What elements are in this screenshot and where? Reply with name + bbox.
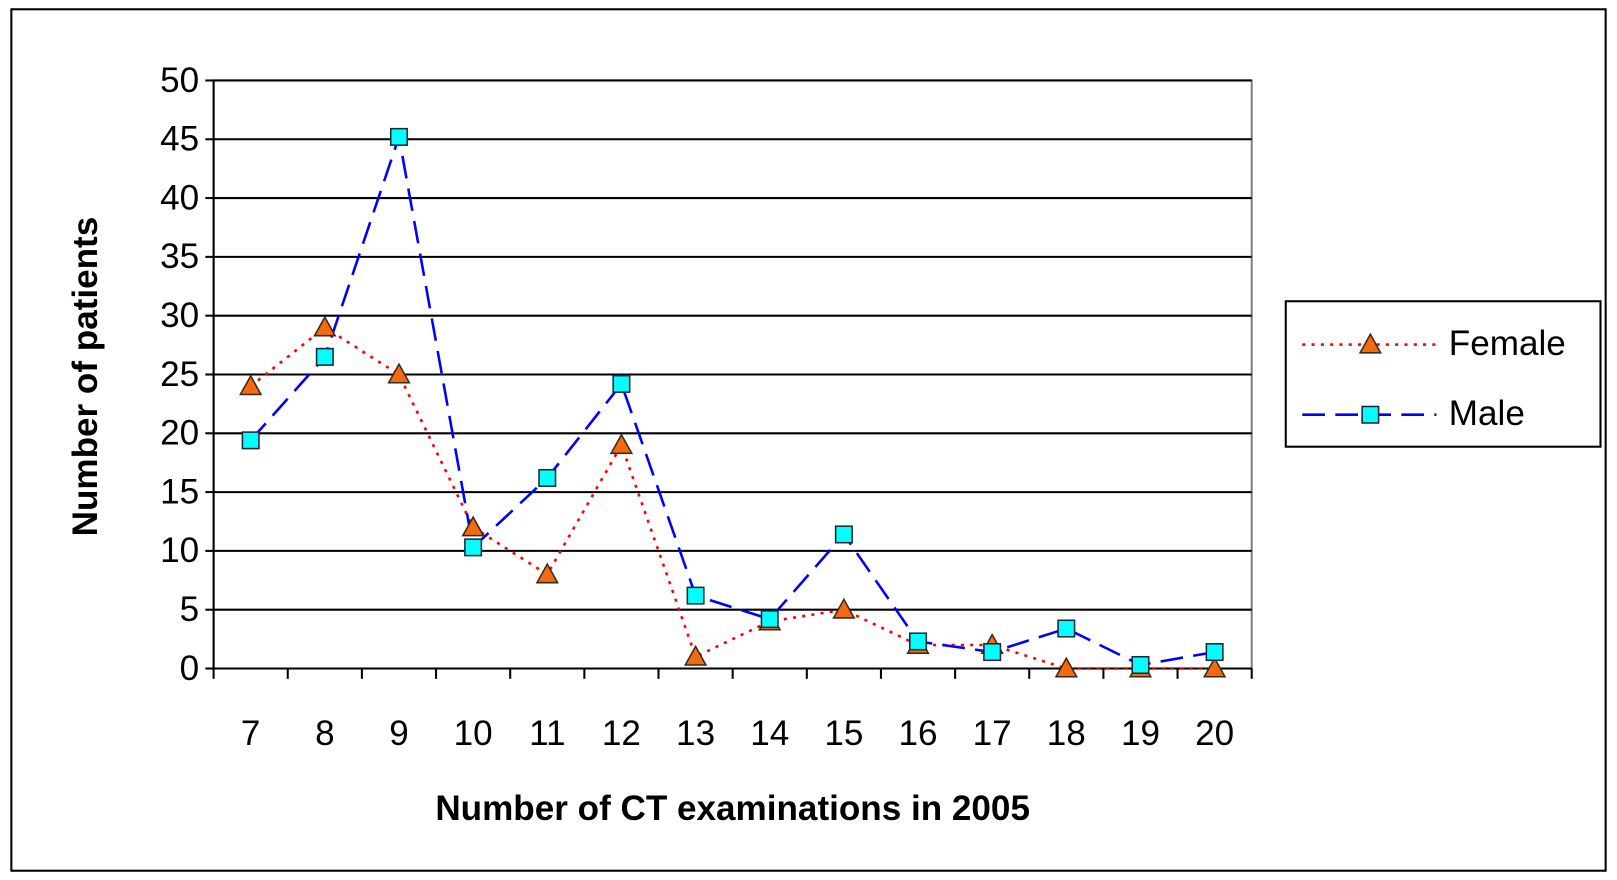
x-tick-label: 18	[1047, 714, 1086, 753]
y-tick-label: 10	[160, 531, 199, 570]
series-line	[249, 136, 1215, 667]
legend-label: Male	[1449, 394, 1525, 433]
data-point	[387, 362, 411, 384]
legend-marker	[1361, 405, 1380, 424]
x-tick-label: 19	[1121, 714, 1160, 753]
data-point	[461, 515, 485, 537]
data-point	[1057, 619, 1076, 638]
x-tick-label: 9	[389, 714, 409, 753]
y-tick-label: 20	[160, 414, 199, 453]
y-tick-label: 35	[160, 237, 199, 276]
x-tick-label: 15	[824, 714, 863, 753]
data-point	[313, 315, 337, 337]
data-point	[535, 562, 559, 584]
data-point	[389, 127, 409, 146]
x-tick-label: 11	[529, 714, 565, 753]
x-tick-label: 7	[241, 714, 261, 753]
data-point	[1054, 656, 1078, 678]
data-point	[760, 610, 779, 629]
x-tick-label: 14	[750, 714, 789, 753]
x-tick-label: 17	[973, 714, 1012, 753]
x-tick-label: 10	[454, 714, 493, 753]
y-tick-label: 50	[160, 61, 199, 100]
y-tick-label: 0	[180, 649, 200, 688]
data-point	[683, 644, 708, 666]
y-tick-label: 25	[160, 355, 199, 394]
data-point	[538, 468, 557, 488]
y-tick-label: 30	[160, 296, 199, 335]
x-tick-label: 12	[602, 714, 641, 753]
data-point	[612, 374, 631, 393]
data-point	[609, 433, 634, 455]
legend-marker	[1358, 332, 1383, 354]
data-point	[241, 431, 260, 450]
data-point	[1202, 656, 1227, 678]
data-point	[983, 643, 1002, 662]
y-tick-label: 45	[160, 120, 199, 159]
data-point	[1131, 655, 1150, 675]
y-tick-label: 5	[180, 590, 200, 629]
legend-label: Female	[1449, 324, 1566, 363]
y-tick-label: 40	[160, 178, 199, 217]
data-point	[909, 632, 928, 651]
data-point	[239, 374, 263, 396]
data-point	[1205, 643, 1224, 662]
data-point	[686, 586, 705, 605]
data-point	[834, 525, 853, 544]
x-axis-title: Number of CT examinations in 2005	[435, 789, 1030, 828]
data-point	[315, 347, 334, 366]
y-tick-label: 15	[160, 472, 199, 511]
y-axis-title: Number of patients	[66, 217, 105, 537]
data-point	[832, 597, 856, 619]
x-tick-label: 20	[1195, 714, 1234, 753]
x-tick-label: 16	[899, 714, 938, 753]
x-tick-label: 8	[315, 714, 335, 753]
series-line	[249, 325, 1215, 670]
data-point	[464, 538, 483, 557]
legend-box	[1284, 300, 1602, 448]
x-tick-label: 13	[676, 714, 715, 753]
